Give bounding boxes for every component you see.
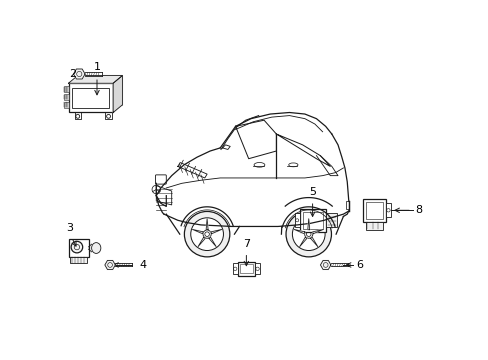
Bar — [64, 94, 68, 100]
Text: 3: 3 — [66, 222, 73, 233]
Text: 5: 5 — [308, 187, 315, 197]
Text: 2: 2 — [69, 69, 77, 79]
Bar — [365, 202, 382, 219]
Polygon shape — [307, 219, 309, 230]
Polygon shape — [208, 237, 216, 247]
Bar — [68, 239, 88, 257]
Bar — [294, 213, 299, 227]
Text: 6: 6 — [356, 260, 363, 270]
Bar — [68, 83, 113, 112]
Polygon shape — [310, 237, 317, 247]
Bar — [64, 86, 68, 93]
Circle shape — [184, 211, 229, 257]
Bar — [78, 76, 122, 105]
Polygon shape — [113, 76, 122, 112]
Circle shape — [190, 218, 223, 251]
Polygon shape — [206, 219, 208, 230]
Bar — [70, 257, 87, 264]
Polygon shape — [312, 229, 323, 234]
Bar — [362, 199, 385, 222]
Bar — [302, 212, 323, 229]
Polygon shape — [104, 260, 115, 270]
Circle shape — [285, 211, 331, 257]
Bar — [345, 201, 348, 209]
Text: 1: 1 — [93, 62, 101, 72]
Bar — [385, 203, 390, 217]
Polygon shape — [293, 229, 304, 234]
Text: 7: 7 — [243, 239, 249, 249]
Bar — [365, 222, 382, 230]
Bar — [72, 88, 109, 108]
Polygon shape — [320, 260, 330, 270]
Polygon shape — [299, 237, 306, 247]
Bar — [326, 213, 337, 227]
Circle shape — [71, 241, 82, 253]
Bar — [254, 264, 260, 274]
Bar — [299, 209, 326, 232]
Polygon shape — [192, 229, 203, 234]
Bar — [240, 264, 252, 274]
Bar — [232, 264, 238, 274]
Polygon shape — [198, 237, 205, 247]
Polygon shape — [68, 76, 122, 83]
Polygon shape — [211, 229, 222, 234]
Ellipse shape — [91, 243, 101, 253]
Circle shape — [203, 230, 211, 238]
Bar — [64, 102, 68, 108]
Text: 4: 4 — [139, 260, 146, 270]
Polygon shape — [73, 69, 85, 79]
Circle shape — [292, 218, 325, 251]
Bar — [238, 262, 254, 276]
Text: 8: 8 — [414, 205, 421, 215]
Circle shape — [304, 230, 312, 238]
